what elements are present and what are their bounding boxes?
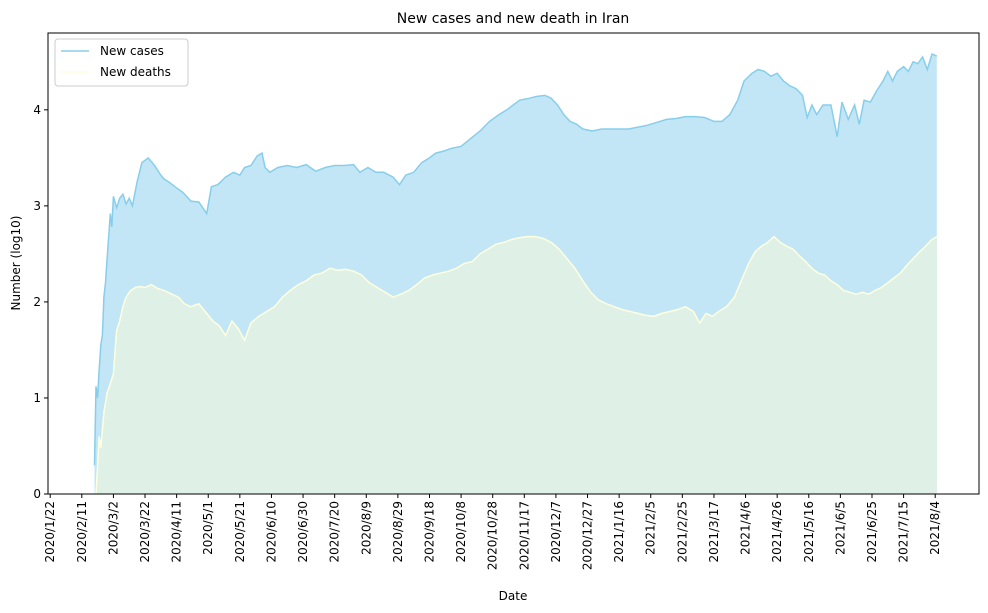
x-tick-label: 2021/6/5 (833, 501, 847, 555)
x-tick-label: 2021/8/4 (928, 501, 942, 555)
x-tick-label: 2020/12/27 (581, 501, 595, 570)
legend: New cases New deaths (54, 38, 189, 87)
x-tick-label: 2021/2/25 (675, 501, 689, 563)
x-tick-label: 2020/10/28 (486, 501, 500, 570)
x-tick-label: 2020/11/17 (517, 501, 531, 570)
x-tick-label: 2020/10/8 (454, 501, 468, 563)
area-new-deaths (94, 236, 937, 494)
plot-frame (47, 32, 980, 495)
y-tick-label: 0 (33, 487, 41, 501)
x-tick-label: 2020/5/21 (233, 501, 247, 563)
x-tick-label: 2020/6/10 (264, 501, 278, 563)
x-tick-label: 2020/9/18 (422, 501, 436, 563)
legend-label-new-deaths: New deaths (100, 65, 171, 79)
x-tick-label: 2021/4/6 (739, 501, 753, 555)
line-new-deaths (94, 235, 938, 495)
x-tick-label: 2020/3/22 (138, 501, 152, 563)
y-axis-label: Number (log10) (9, 216, 23, 311)
x-tick-label: 2020/2/11 (75, 501, 89, 563)
x-axis-label: Date (499, 589, 528, 603)
legend-label-new-cases: New cases (100, 44, 164, 58)
x-tick-label: 2020/3/2 (106, 501, 120, 555)
x-tick-label: 2020/1/22 (43, 501, 57, 563)
x-tick-label: 2020/8/9 (359, 501, 373, 555)
line-new-cases (93, 53, 938, 466)
y-tick-label: 1 (33, 391, 41, 405)
x-tick-label: 2020/7/20 (328, 501, 342, 563)
x-tick-label: 2021/7/15 (897, 501, 911, 563)
x-tick-label: 2021/1/16 (612, 501, 626, 563)
chart-title: New cases and new death in Iran (397, 11, 630, 27)
x-tick-label: 2020/5/1 (201, 501, 215, 555)
x-tick-label: 2021/3/17 (707, 501, 721, 563)
x-tick-label: 2020/6/30 (296, 501, 310, 563)
x-tick-label: 2020/4/11 (170, 501, 184, 563)
x-tick-label: 2020/12/7 (549, 501, 563, 563)
y-tick-label: 3 (33, 199, 41, 213)
y-tick-label: 2 (33, 295, 41, 309)
x-tick-label: 2021/6/25 (865, 501, 879, 563)
x-tick-label: 2021/5/16 (802, 501, 816, 563)
x-tick-label: 2021/4/26 (770, 501, 784, 563)
x-tick-label: 2021/2/5 (644, 501, 658, 555)
y-tick-label: 4 (33, 103, 41, 117)
x-tick-label: 2020/8/29 (391, 501, 405, 563)
